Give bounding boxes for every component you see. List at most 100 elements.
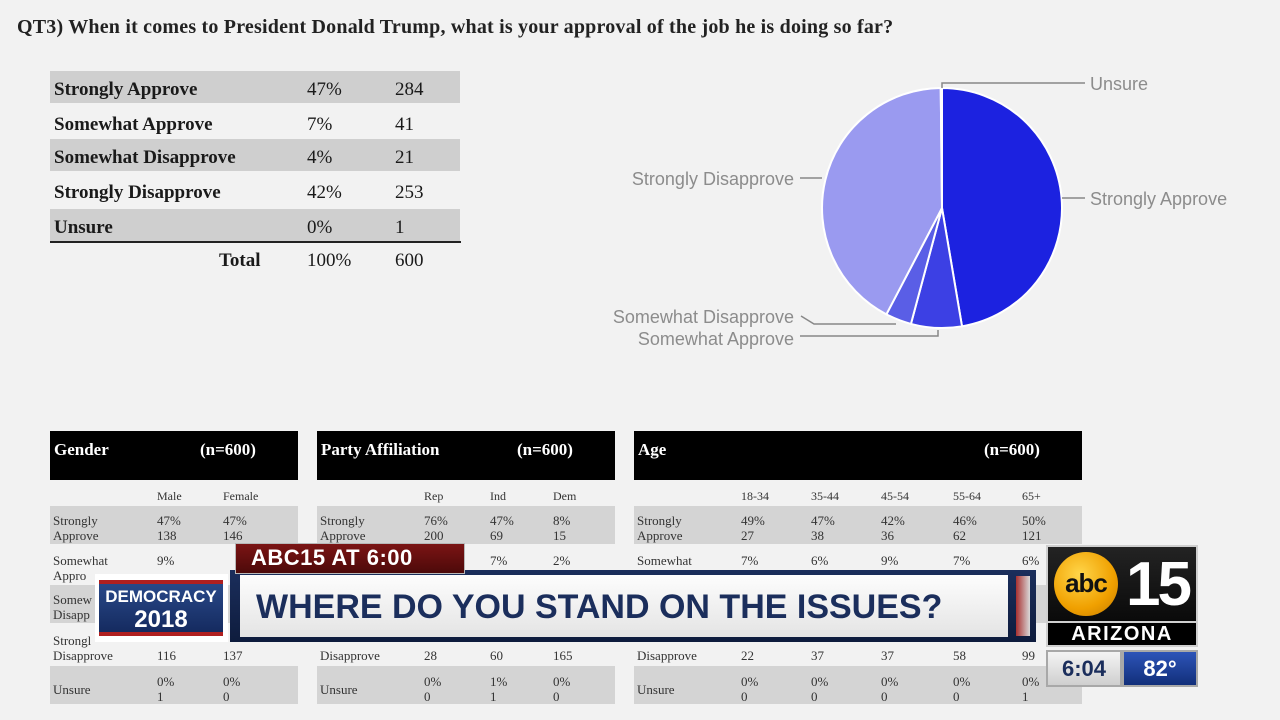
cell-pct: 47% bbox=[811, 513, 835, 528]
row-label: Disapprove bbox=[53, 648, 113, 663]
cell-pct: 6% bbox=[1022, 553, 1040, 568]
row-pct: 7% bbox=[307, 114, 333, 135]
row-label: Unsure bbox=[320, 682, 358, 697]
column-header: 35-44 bbox=[811, 489, 839, 503]
row-band bbox=[317, 666, 615, 704]
cell-pct: 49% bbox=[741, 513, 765, 528]
cell-pct: 47% bbox=[490, 513, 514, 528]
column-header: 45-54 bbox=[881, 489, 909, 503]
column-header: 55-64 bbox=[953, 489, 981, 503]
row-pct: 47% bbox=[307, 79, 342, 100]
table-divider bbox=[50, 241, 461, 243]
leader-line bbox=[800, 330, 939, 337]
pie-slice bbox=[821, 86, 944, 316]
row-count: 21 bbox=[395, 147, 414, 168]
row-count: 284 bbox=[395, 79, 424, 100]
cell-pct: 7% bbox=[490, 553, 508, 568]
headline-text: WHERE DO YOU STAND ON THE ISSUES? bbox=[256, 588, 943, 626]
row-label: Strongly Disapprove bbox=[54, 182, 221, 203]
clock: 6:04 bbox=[1046, 650, 1122, 687]
row-label: Approve bbox=[320, 528, 366, 543]
table-row: Somewhat Approve 7% 41 bbox=[50, 106, 460, 138]
row-label: Somewhat bbox=[53, 553, 108, 568]
cell-count: 36 bbox=[881, 528, 894, 543]
row-count: 253 bbox=[395, 182, 424, 203]
show-title-bar: ABC15 AT 6:00 bbox=[235, 543, 465, 574]
cell-pct: 1% bbox=[490, 674, 508, 689]
cell-count: 37 bbox=[881, 648, 894, 663]
row-pct: 4% bbox=[307, 147, 333, 168]
row-label: Disapp bbox=[53, 607, 90, 622]
cell-count: 37 bbox=[811, 648, 824, 663]
cell-count: 99 bbox=[1022, 648, 1035, 663]
cell-pct: 0% bbox=[881, 674, 899, 689]
cell-count: 146 bbox=[223, 528, 243, 543]
headline-panel: WHERE DO YOU STAND ON THE ISSUES? bbox=[240, 575, 1008, 637]
column-header: 65+ bbox=[1022, 489, 1041, 503]
row-label: Unsure bbox=[54, 217, 113, 238]
cell-pct: 47% bbox=[157, 513, 181, 528]
pie-label: Strongly Disapprove bbox=[632, 169, 794, 189]
cell-pct: 0% bbox=[811, 674, 829, 689]
row-label: Disapprove bbox=[320, 648, 380, 663]
row-label: Appro bbox=[53, 568, 87, 583]
table-row: Unsure 0% 1 bbox=[50, 209, 460, 241]
row-label: Approve bbox=[637, 528, 683, 543]
row-pct: 42% bbox=[307, 182, 342, 203]
table-row: Strongly Disapprove 42% 253 bbox=[50, 174, 460, 206]
column-header: Ind bbox=[490, 489, 506, 503]
cell-pct: 9% bbox=[157, 553, 175, 568]
crosstab-title: Age bbox=[638, 440, 667, 459]
total-pct: 100% bbox=[307, 250, 352, 271]
cell-pct: 7% bbox=[741, 553, 759, 568]
market-name: ARIZONA bbox=[1071, 623, 1173, 645]
pie-label: Strongly Approve bbox=[1090, 189, 1227, 209]
column-header: 18-34 bbox=[741, 489, 769, 503]
logo-top: abc 15 bbox=[1046, 545, 1198, 623]
column-header: Rep bbox=[424, 489, 444, 503]
age-header: Age (n=600) bbox=[634, 431, 1082, 480]
clock-time: 6:04 bbox=[1061, 656, 1107, 681]
row-label: Strongly bbox=[637, 513, 682, 528]
cell-pct: 0% bbox=[1022, 674, 1040, 689]
total-label: Total bbox=[219, 250, 261, 271]
democracy-title: DEMOCRACY bbox=[105, 587, 217, 606]
question-text: QT3) When it comes to President Donald T… bbox=[17, 16, 894, 38]
row-count: 1 bbox=[395, 217, 405, 238]
leader-line bbox=[800, 315, 896, 325]
cell-count: 200 bbox=[424, 528, 444, 543]
row-label: Strongly bbox=[53, 513, 98, 528]
total-count: 600 bbox=[395, 250, 424, 271]
democracy-badge: DEMOCRACY 2018 bbox=[95, 574, 228, 642]
row-label: Somew bbox=[53, 592, 92, 607]
lower-third-banner: WHERE DO YOU STAND ON THE ISSUES? bbox=[230, 570, 1036, 642]
row-label: Unsure bbox=[53, 682, 91, 697]
party-header: Party Affiliation (n=600) bbox=[317, 431, 615, 480]
row-label: Strongly bbox=[320, 513, 365, 528]
cell-count: 15 bbox=[553, 528, 566, 543]
cell-count: 28 bbox=[424, 648, 437, 663]
cell-count: 60 bbox=[490, 648, 503, 663]
show-title: ABC15 AT 6:00 bbox=[251, 545, 413, 570]
pie-chart: Unsure Strongly Approve Strongly Disappr… bbox=[613, 74, 1227, 349]
cell-count: 165 bbox=[553, 648, 573, 663]
row-count: 41 bbox=[395, 114, 414, 135]
pie-slice bbox=[939, 86, 943, 209]
abc-logo-text: abc bbox=[1065, 568, 1108, 598]
market-bar: ARIZONA bbox=[1046, 623, 1198, 647]
row-label: Approve bbox=[53, 528, 99, 543]
temperature: 82° bbox=[1122, 650, 1198, 687]
badge-stripe bbox=[99, 580, 223, 584]
row-band bbox=[50, 666, 298, 704]
cell-count: 1 bbox=[157, 689, 164, 704]
cell-count: 38 bbox=[811, 528, 824, 543]
row-pct: 0% bbox=[307, 217, 333, 238]
cell-pct: 0% bbox=[953, 674, 971, 689]
democracy-badge-inner: DEMOCRACY 2018 bbox=[99, 580, 223, 636]
cell-pct: 0% bbox=[741, 674, 759, 689]
democracy-year: 2018 bbox=[134, 606, 188, 633]
crosstab-n: (n=600) bbox=[200, 440, 256, 459]
temperature-value: 82° bbox=[1143, 656, 1177, 681]
cell-count: 27 bbox=[741, 528, 754, 543]
cell-pct: 0% bbox=[223, 674, 241, 689]
